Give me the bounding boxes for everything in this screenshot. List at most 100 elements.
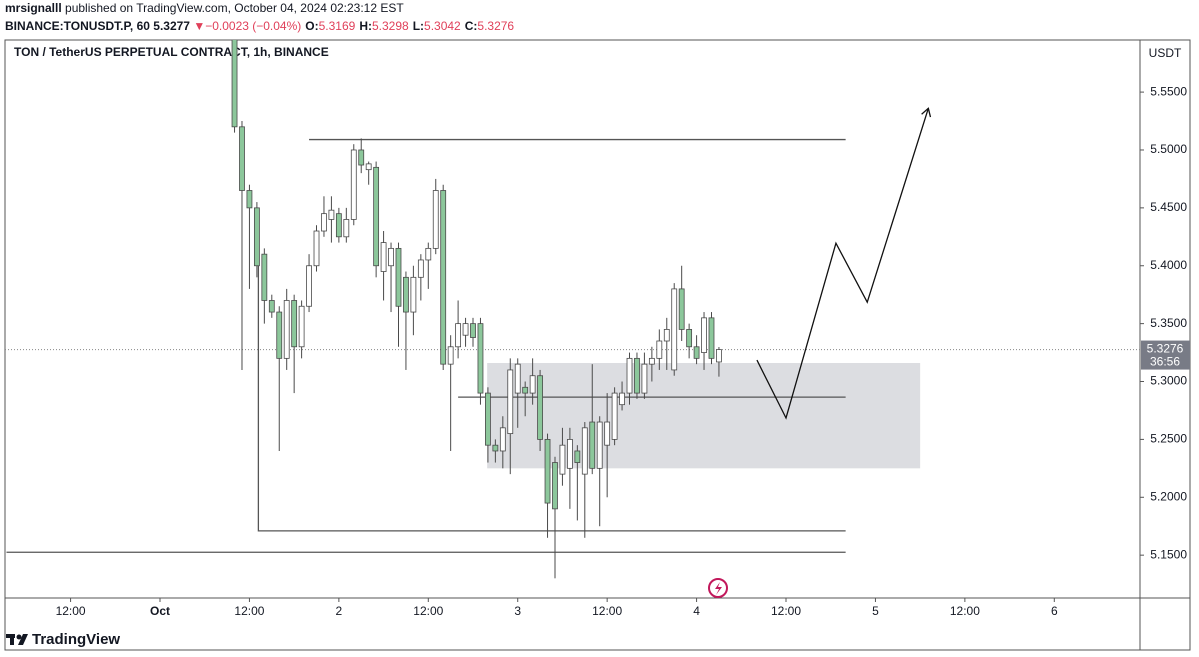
candle-body	[611, 392, 618, 440]
ohlc-label: C:	[465, 19, 478, 33]
candle-body	[537, 375, 543, 440]
candle-body	[708, 317, 715, 359]
candle-body	[455, 323, 462, 348]
candle-body	[492, 444, 499, 452]
zone	[487, 362, 921, 469]
candle-body	[678, 288, 685, 330]
candle-body	[626, 357, 633, 394]
last: 5.3277	[153, 19, 190, 33]
candle-body	[470, 323, 476, 338]
candle-body	[648, 357, 655, 365]
candle-body	[552, 462, 558, 510]
candle-body	[440, 190, 447, 365]
published: published on TradingView.com, October 04…	[65, 1, 404, 15]
x-tick-label: 2	[336, 604, 343, 618]
candle-body	[358, 149, 365, 166]
candle-body	[589, 421, 596, 469]
logo-part	[18, 634, 28, 645]
candle-body	[365, 163, 372, 171]
candle-body	[388, 247, 394, 267]
candle-body	[246, 190, 253, 209]
event-icon	[708, 578, 728, 598]
x-tick-label: 4	[693, 604, 700, 618]
candle-body	[693, 346, 700, 359]
x-tick-label: 12:00	[592, 604, 622, 618]
candle-body	[619, 392, 625, 406]
candle-body	[313, 230, 320, 267]
ohlc-value: 5.3298	[372, 19, 409, 33]
x-tick-label: 12:00	[771, 604, 801, 618]
candle-body	[239, 126, 245, 191]
level-line	[257, 207, 846, 532]
ohlc: O:5.3169 H:5.3298 L:5.3042 C:5.3276	[305, 19, 514, 33]
candle-body	[261, 253, 268, 301]
symbol-line: BINANCE:TONUSDT.P, 60 5.3277 ▼−0.0023 (−…	[5, 19, 514, 33]
candle-body	[306, 265, 312, 307]
candle-body	[425, 247, 432, 261]
last-price-box	[1141, 340, 1190, 370]
frame	[4, 39, 1191, 651]
candle-body	[566, 438, 573, 469]
candle-body	[335, 213, 342, 238]
candle-body	[574, 450, 581, 463]
candle-body	[686, 329, 693, 348]
candle-body	[581, 427, 588, 475]
ohlc-label: O:	[305, 19, 318, 33]
candle-body	[298, 305, 305, 348]
candle-body	[321, 213, 327, 232]
event-icon-bolt	[715, 582, 722, 595]
x-tick-label: 12:00	[234, 604, 264, 618]
x-tick-label: 12:00	[413, 604, 443, 618]
logo	[6, 634, 28, 645]
candle-body	[604, 421, 611, 446]
candle-body	[529, 375, 536, 394]
candle-body	[291, 300, 298, 348]
y-tick-label: 5.3000	[1150, 374, 1187, 388]
candle-body	[485, 392, 491, 446]
arrow-head	[921, 107, 932, 118]
candle-body	[701, 317, 707, 353]
candle-body	[507, 369, 514, 435]
candle-body	[544, 438, 551, 504]
candle-body	[268, 300, 275, 313]
countdown: 36:56	[1150, 355, 1180, 369]
candle-body	[716, 349, 722, 363]
y-tick-label: 5.5000	[1150, 142, 1187, 156]
x-tick-label: 6	[1051, 604, 1058, 618]
candle-body	[559, 444, 566, 475]
candle-body	[283, 300, 290, 359]
candle-body	[477, 323, 484, 394]
plot	[5, 40, 1140, 579]
symbol: BINANCE:TONUSDT.P, 60	[5, 19, 150, 33]
logo-part	[16, 634, 22, 640]
candle-body	[634, 357, 640, 394]
candle-body	[671, 288, 678, 371]
candle-body	[447, 346, 454, 365]
y-unit: USDT	[1149, 46, 1182, 60]
projection-path	[756, 108, 929, 420]
candle-body	[380, 242, 387, 272]
ohlc-value: 5.3169	[319, 19, 356, 33]
candle-body	[395, 247, 402, 307]
arrow: ▼	[193, 19, 205, 33]
candle-body	[462, 323, 469, 336]
ohlc-value: 5.3276	[477, 19, 514, 33]
chart-title: TON / TetherUS PERPETUAL CONTRACT, 1h, B…	[14, 45, 329, 59]
y-tick-label: 5.4000	[1150, 258, 1187, 272]
y-tick-label: 5.4500	[1150, 200, 1187, 214]
ohlc-label: L:	[413, 19, 424, 33]
y-tick-label: 5.2000	[1150, 489, 1187, 503]
y-tick-label: 5.3500	[1150, 316, 1187, 330]
candle-body	[350, 149, 357, 220]
x-tick-label: 3	[514, 604, 521, 618]
x-tick-label: 5	[872, 604, 879, 618]
candle-body	[328, 209, 335, 220]
author: mrsignalll	[5, 1, 62, 15]
y-tick-label: 5.1500	[1150, 547, 1187, 561]
candle-body	[253, 207, 260, 267]
candle-body	[417, 259, 424, 278]
candle-body	[499, 427, 506, 452]
candle-body	[663, 329, 670, 342]
candle-body	[641, 363, 648, 394]
